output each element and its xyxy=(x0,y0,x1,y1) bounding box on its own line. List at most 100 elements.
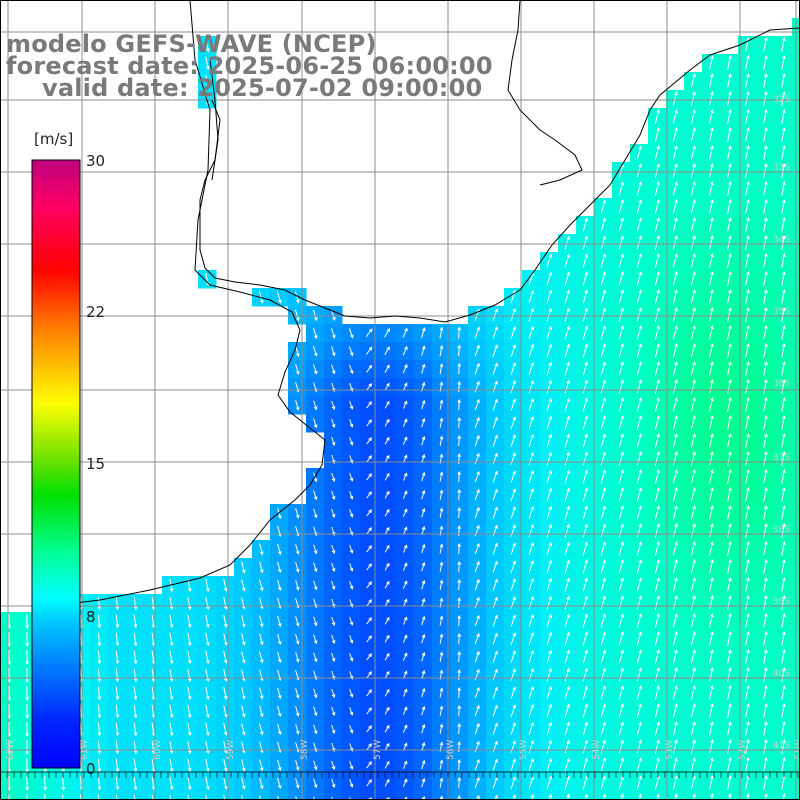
wind-arrow xyxy=(421,544,425,554)
wind-arrow xyxy=(458,759,460,771)
wind-arrow xyxy=(690,542,696,556)
wind-arrow-head xyxy=(386,616,390,621)
wind-arrow-head xyxy=(403,472,408,477)
wind-arrow-head xyxy=(710,721,714,726)
wind-arrow xyxy=(349,617,353,625)
wind-arrow xyxy=(690,272,696,286)
wind-arrow xyxy=(510,669,516,681)
wind-arrow xyxy=(781,560,785,574)
wind-arrow-head xyxy=(187,660,192,665)
wind-arrow-head xyxy=(439,326,444,331)
wind-arrow xyxy=(708,236,714,250)
wind-arrow xyxy=(115,794,118,800)
wind-arrow-head xyxy=(674,361,678,366)
wind-arrow-head xyxy=(764,343,768,348)
wind-arrow xyxy=(672,110,678,124)
wind-arrow xyxy=(510,326,516,340)
wind-arrow xyxy=(781,380,785,394)
wind-arrow xyxy=(781,110,785,124)
wind-arrow xyxy=(690,416,696,430)
wind-arrow-head xyxy=(115,606,120,611)
wind-arrow-head xyxy=(620,307,625,312)
wind-arrow xyxy=(636,506,642,520)
wind-arrow xyxy=(277,705,281,717)
wind-arrow xyxy=(79,704,83,718)
wind-arrow-head xyxy=(602,415,607,420)
wind-arrow-head xyxy=(386,598,390,603)
wind-arrow xyxy=(492,759,498,771)
wind-arrow-head xyxy=(602,613,607,618)
wind-arrow-head xyxy=(277,551,282,556)
wind-arrow-head xyxy=(781,55,786,60)
wind-arrow-head xyxy=(403,436,408,441)
wind-arrow xyxy=(295,652,299,662)
wind-arrow xyxy=(636,704,642,718)
wind-arrow xyxy=(763,650,767,664)
wind-arrow xyxy=(745,254,749,268)
wind-arrow xyxy=(223,741,227,753)
wind-arrow xyxy=(654,362,660,376)
wind-arrow xyxy=(582,614,588,628)
wind-arrow xyxy=(781,740,785,754)
colorbar-tick-label: 30 xyxy=(86,152,106,170)
wind-arrow-head xyxy=(331,352,336,357)
wind-arrow-head xyxy=(548,451,553,456)
argentina-coastline xyxy=(49,0,326,607)
wind-cell xyxy=(468,792,487,800)
wind-arrow-head xyxy=(476,380,480,385)
wind-arrow xyxy=(654,470,660,484)
wind-arrow-head xyxy=(169,678,174,683)
wind-arrow-head xyxy=(403,418,408,423)
wind-arrow-head xyxy=(457,758,462,763)
wind-arrow-head xyxy=(476,722,480,727)
wind-arrow xyxy=(384,725,390,733)
wind-arrow xyxy=(636,380,642,394)
wind-arrow-head xyxy=(656,649,660,654)
wind-arrow-head xyxy=(457,398,462,403)
wind-arrow-head xyxy=(512,632,516,637)
wind-arrow xyxy=(115,596,119,610)
wind-arrow-head xyxy=(674,433,678,438)
wind-arrow xyxy=(654,146,660,160)
wind-arrow-head xyxy=(674,631,678,636)
wind-arrow-head xyxy=(530,578,535,583)
wind-arrow-head xyxy=(710,181,714,186)
wind-arrow xyxy=(277,633,281,645)
wind-arrow xyxy=(313,796,316,800)
wind-arrow-head xyxy=(692,379,696,384)
wind-arrow-head xyxy=(764,397,768,402)
wind-arrow-head xyxy=(313,586,318,591)
wind-arrow-head xyxy=(746,757,750,762)
wind-arrow xyxy=(690,560,696,574)
wind-arrow-head xyxy=(710,199,714,204)
wind-arrow xyxy=(708,362,714,376)
wind-arrow xyxy=(79,596,83,610)
wind-arrow xyxy=(727,92,731,106)
wind-arrow-head xyxy=(530,379,535,385)
wind-arrow xyxy=(458,795,460,800)
wind-arrow xyxy=(727,254,731,268)
wind-arrow xyxy=(690,344,696,358)
wind-arrow xyxy=(115,668,119,682)
wind-arrow-head xyxy=(620,739,624,744)
wind-arrow xyxy=(618,218,624,232)
wind-arrow-head xyxy=(457,722,462,727)
wind-arrow-head xyxy=(530,668,535,673)
wind-arrow xyxy=(636,524,642,538)
wind-arrow xyxy=(313,364,317,374)
wind-arrow-head xyxy=(728,289,732,294)
wind-arrow-head xyxy=(512,308,517,313)
wind-arrow xyxy=(708,56,714,70)
wind-arrow xyxy=(510,543,516,555)
wind-arrow xyxy=(600,218,606,232)
wind-arrow xyxy=(241,561,245,573)
wind-arrow xyxy=(582,506,588,520)
wind-arrow-head xyxy=(439,471,444,476)
wind-arrow-head xyxy=(530,434,535,439)
wind-arrow xyxy=(654,740,660,754)
wind-cell xyxy=(288,792,307,800)
wind-arrow xyxy=(618,398,624,412)
wind-arrow xyxy=(708,128,714,142)
wind-arrow xyxy=(564,470,570,484)
wind-arrow xyxy=(690,650,696,664)
